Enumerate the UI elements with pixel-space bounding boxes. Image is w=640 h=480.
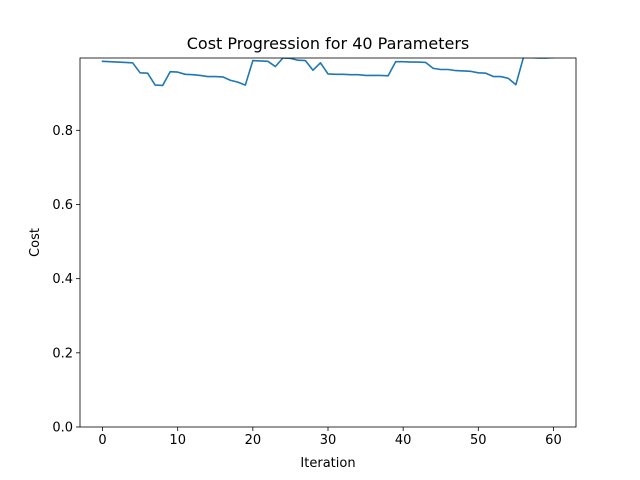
- y-tick-label: 0.2: [52, 346, 73, 361]
- y-axis-ticks: 0.0 0.2 0.4 0.6 0.8: [52, 124, 80, 436]
- x-axis-ticks: 0 10 20 30 40 50 60: [98, 427, 562, 448]
- x-tick-label: 50: [470, 433, 487, 448]
- series-line-cost: [101, 58, 555, 87]
- x-tick-label: 40: [395, 433, 412, 448]
- x-tick-label: 30: [320, 433, 337, 448]
- y-tick-label: 0.0: [52, 421, 73, 436]
- y-tick-label: 0.6: [52, 198, 73, 213]
- x-tick-label: 20: [245, 433, 262, 448]
- x-tick-label: 10: [169, 433, 186, 448]
- series-layer: [101, 58, 555, 87]
- plot-area: [79, 57, 577, 428]
- x-axis-label: Iteration: [300, 456, 355, 471]
- x-tick-label: 60: [545, 433, 562, 448]
- chart-title: Cost Progression for 40 Parameters: [187, 34, 470, 53]
- x-tick-label: 0: [98, 433, 106, 448]
- y-axis-label: Cost: [28, 228, 43, 257]
- y-tick-label: 0.4: [52, 272, 73, 287]
- plot-background: [80, 58, 576, 427]
- y-tick-label: 0.8: [52, 124, 73, 139]
